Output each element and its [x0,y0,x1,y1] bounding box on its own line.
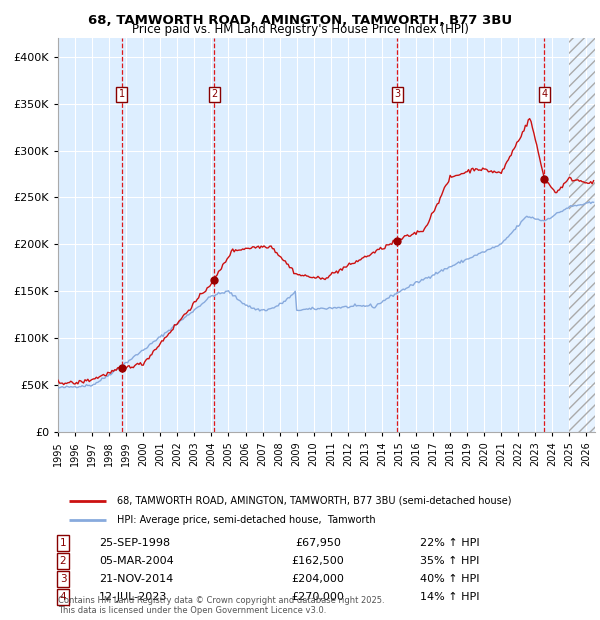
Text: 21-NOV-2014: 21-NOV-2014 [99,574,173,584]
Text: Price paid vs. HM Land Registry's House Price Index (HPI): Price paid vs. HM Land Registry's House … [131,23,469,36]
Text: 1: 1 [59,538,67,548]
Text: 68, TAMWORTH ROAD, AMINGTON, TAMWORTH, B77 3BU: 68, TAMWORTH ROAD, AMINGTON, TAMWORTH, B… [88,14,512,27]
Text: 2: 2 [59,556,67,566]
Text: 25-SEP-1998: 25-SEP-1998 [99,538,170,548]
Text: £270,000: £270,000 [292,592,344,602]
Text: 68, TAMWORTH ROAD, AMINGTON, TAMWORTH, B77 3BU (semi-detached house): 68, TAMWORTH ROAD, AMINGTON, TAMWORTH, B… [117,495,512,505]
Text: 3: 3 [394,89,400,99]
Text: 4: 4 [541,89,547,99]
Text: £204,000: £204,000 [292,574,344,584]
Text: £67,950: £67,950 [295,538,341,548]
Text: £162,500: £162,500 [292,556,344,566]
Text: 35% ↑ HPI: 35% ↑ HPI [420,556,479,566]
Text: 2: 2 [211,89,217,99]
Text: Contains HM Land Registry data © Crown copyright and database right 2025.
This d: Contains HM Land Registry data © Crown c… [58,596,385,615]
Text: 22% ↑ HPI: 22% ↑ HPI [420,538,479,548]
Bar [569,38,595,432]
Text: 14% ↑ HPI: 14% ↑ HPI [420,592,479,602]
Text: 40% ↑ HPI: 40% ↑ HPI [420,574,479,584]
Text: 1: 1 [119,89,125,99]
Text: 3: 3 [59,574,67,584]
Text: 12-JUL-2023: 12-JUL-2023 [99,592,167,602]
Text: HPI: Average price, semi-detached house,  Tamworth: HPI: Average price, semi-detached house,… [117,515,376,525]
Text: 05-MAR-2004: 05-MAR-2004 [99,556,174,566]
Text: 4: 4 [59,592,67,602]
Bar [569,38,595,432]
